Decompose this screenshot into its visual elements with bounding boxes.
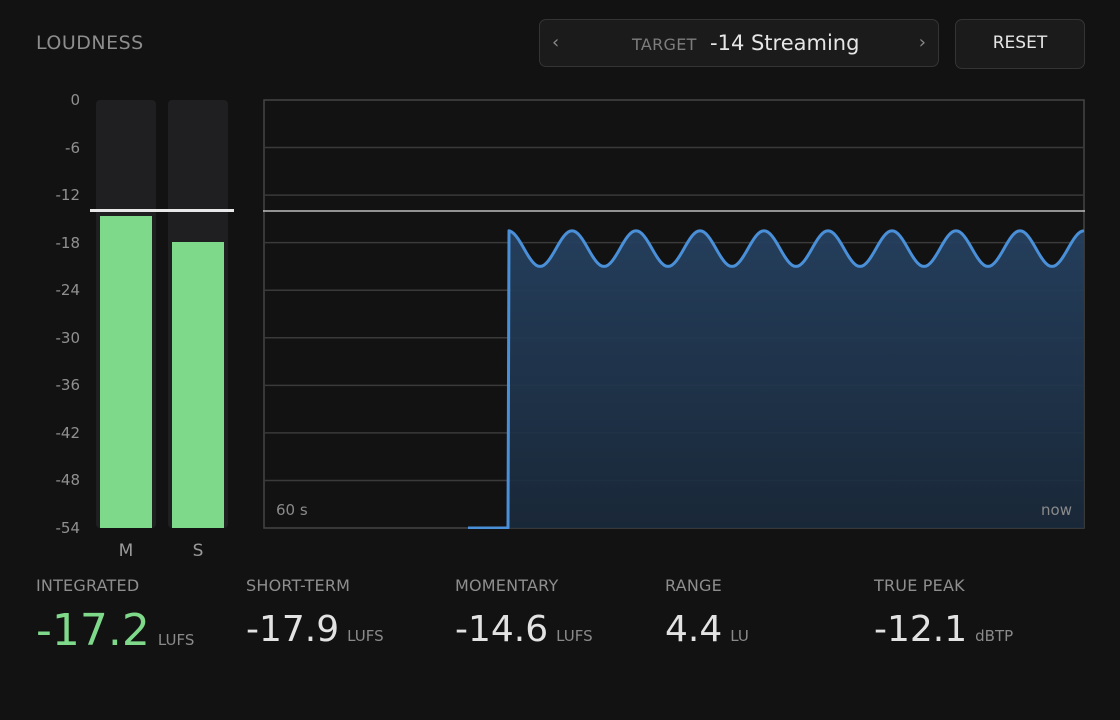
chevron-right-icon[interactable]: › <box>918 32 926 53</box>
target-value: -14 Streaming <box>710 31 860 55</box>
meter-target-line <box>162 209 234 213</box>
scale-tick: -18 <box>55 233 81 252</box>
scale-tick: -42 <box>55 423 81 442</box>
chevron-left-icon[interactable]: ‹ <box>552 32 560 53</box>
graph-right-label: now <box>1041 501 1072 519</box>
meter-short-term <box>162 100 234 528</box>
loudness-area <box>508 230 1084 529</box>
stat-unit: LUFS <box>157 631 195 649</box>
scale-tick: -6 <box>65 138 80 157</box>
stat-short-term: SHORT-TERM -17.9 LUFS <box>246 576 384 650</box>
stat-momentary: MOMENTARY -14.6 LUFS <box>455 576 593 650</box>
stat-label: INTEGRATED <box>36 576 140 595</box>
meter-fill <box>172 241 224 528</box>
stat-value: -17.9 <box>246 609 340 650</box>
stat-range: RANGE 4.4 LU <box>665 576 749 650</box>
stat-value: -12.1 <box>874 609 968 650</box>
stat-value: -17.2 <box>36 605 150 656</box>
meter-label: S <box>192 541 204 561</box>
meter-target-line <box>90 209 162 213</box>
stat-integrated: INTEGRATED -17.2 LUFS <box>36 576 194 656</box>
target-selector[interactable]: ‹ TARGET -14 Streaming › <box>539 19 939 67</box>
stat-value: 4.4 <box>665 609 723 650</box>
meter-momentary <box>90 100 162 528</box>
stat-label: SHORT-TERM <box>246 576 351 595</box>
meter-fill <box>100 215 152 528</box>
stat-unit: LUFS <box>347 627 384 645</box>
scale-tick: -12 <box>55 186 81 205</box>
scale-tick: -24 <box>55 281 81 300</box>
scale-tick: 0 <box>70 91 80 109</box>
stat-label: TRUE PEAK <box>874 576 965 595</box>
stat-label: MOMENTARY <box>455 576 559 595</box>
stat-unit: LUFS <box>556 627 593 645</box>
stat-label: RANGE <box>665 576 722 595</box>
scale-tick: -48 <box>55 471 81 490</box>
stat-true-peak: TRUE PEAK -12.1 dBTP <box>874 576 1013 650</box>
reset-button[interactable]: RESET <box>955 19 1085 69</box>
stat-unit: dBTP <box>975 627 1014 645</box>
scale-tick: -54 <box>55 519 81 537</box>
scale-tick: -36 <box>55 376 81 395</box>
graph-left-label: 60 s <box>276 501 308 519</box>
scale-tick: -30 <box>55 328 81 347</box>
app-title: LOUDNESS <box>36 32 144 54</box>
target-label: TARGET <box>632 35 697 54</box>
stat-unit: LU <box>730 627 749 645</box>
loudness-line <box>468 229 1085 529</box>
loudness-history-graph: 60 s now <box>263 99 1085 529</box>
stat-value: -14.6 <box>455 609 549 650</box>
meter-label: M <box>118 541 134 561</box>
